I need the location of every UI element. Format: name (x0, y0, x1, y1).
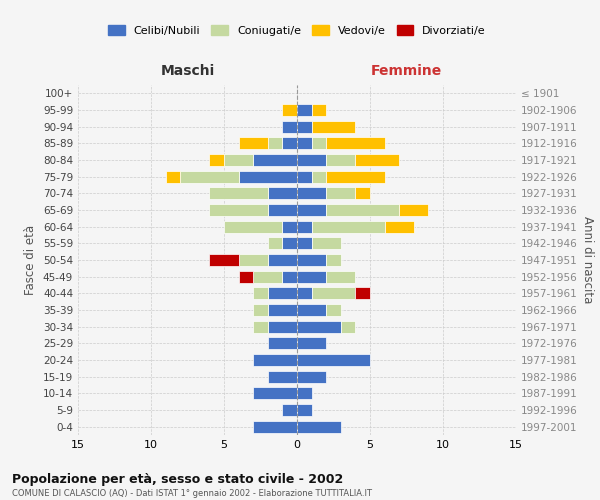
Text: Popolazione per età, sesso e stato civile - 2002: Popolazione per età, sesso e stato civil… (12, 472, 343, 486)
Bar (209, 154, 224, 166)
Bar (297, 138, 311, 149)
Bar (268, 204, 297, 216)
Bar (326, 170, 385, 182)
Bar (311, 170, 326, 182)
Bar (253, 304, 268, 316)
Bar (297, 170, 311, 182)
Bar (268, 370, 297, 382)
Bar (355, 288, 370, 300)
Bar (297, 270, 326, 282)
Text: Femmine: Femmine (371, 64, 442, 78)
Bar (268, 188, 297, 200)
Bar (239, 138, 268, 149)
Bar (253, 288, 268, 300)
Bar (399, 204, 428, 216)
Bar (355, 154, 399, 166)
Bar (268, 138, 283, 149)
Bar (268, 288, 297, 300)
Bar (268, 254, 297, 266)
Bar (297, 154, 326, 166)
Bar (311, 104, 326, 116)
Bar (297, 288, 311, 300)
Bar (239, 270, 253, 282)
Bar (224, 154, 253, 166)
Bar (326, 188, 355, 200)
Bar (253, 270, 283, 282)
Bar (253, 388, 297, 400)
Bar (297, 188, 326, 200)
Bar (268, 304, 297, 316)
Bar (297, 388, 311, 400)
Text: COMUNE DI CALASCIO (AQ) - Dati ISTAT 1° gennaio 2002 - Elaborazione TUTTITALIA.I: COMUNE DI CALASCIO (AQ) - Dati ISTAT 1° … (12, 489, 372, 498)
Bar (311, 288, 355, 300)
Bar (209, 254, 239, 266)
Bar (209, 188, 268, 200)
Bar (297, 220, 311, 232)
Bar (297, 304, 326, 316)
Bar (341, 320, 355, 332)
Bar (297, 354, 370, 366)
Bar (297, 338, 326, 349)
Bar (253, 354, 297, 366)
Bar (326, 270, 355, 282)
Bar (268, 238, 283, 250)
Bar (224, 220, 283, 232)
Legend: Celibi/Nubili, Coniugati/e, Vedovi/e, Divorziati/e: Celibi/Nubili, Coniugati/e, Vedovi/e, Di… (104, 20, 490, 40)
Bar (268, 320, 297, 332)
Bar (326, 304, 341, 316)
Bar (326, 154, 355, 166)
Bar (283, 238, 297, 250)
Bar (355, 188, 370, 200)
Bar (297, 120, 311, 132)
Bar (297, 404, 311, 416)
Bar (297, 104, 311, 116)
Bar (283, 220, 297, 232)
Bar (297, 370, 326, 382)
Bar (166, 170, 180, 182)
Text: Maschi: Maschi (160, 64, 215, 78)
Bar (297, 204, 326, 216)
Y-axis label: Anni di nascita: Anni di nascita (581, 216, 594, 304)
Bar (283, 404, 297, 416)
Bar (297, 238, 311, 250)
Bar (239, 170, 297, 182)
Bar (253, 420, 297, 432)
Bar (311, 120, 355, 132)
Y-axis label: Fasce di età: Fasce di età (25, 225, 37, 295)
Bar (311, 220, 385, 232)
Bar (311, 138, 326, 149)
Bar (268, 338, 297, 349)
Bar (297, 420, 341, 432)
Bar (283, 270, 297, 282)
Bar (209, 204, 268, 216)
Bar (253, 154, 297, 166)
Bar (297, 254, 326, 266)
Bar (311, 238, 341, 250)
Bar (326, 254, 341, 266)
Bar (385, 220, 414, 232)
Bar (283, 120, 297, 132)
Bar (283, 138, 297, 149)
Bar (326, 204, 399, 216)
Bar (297, 320, 341, 332)
Bar (253, 320, 268, 332)
Bar (180, 170, 239, 182)
Bar (283, 104, 297, 116)
Bar (326, 138, 385, 149)
Bar (239, 254, 268, 266)
